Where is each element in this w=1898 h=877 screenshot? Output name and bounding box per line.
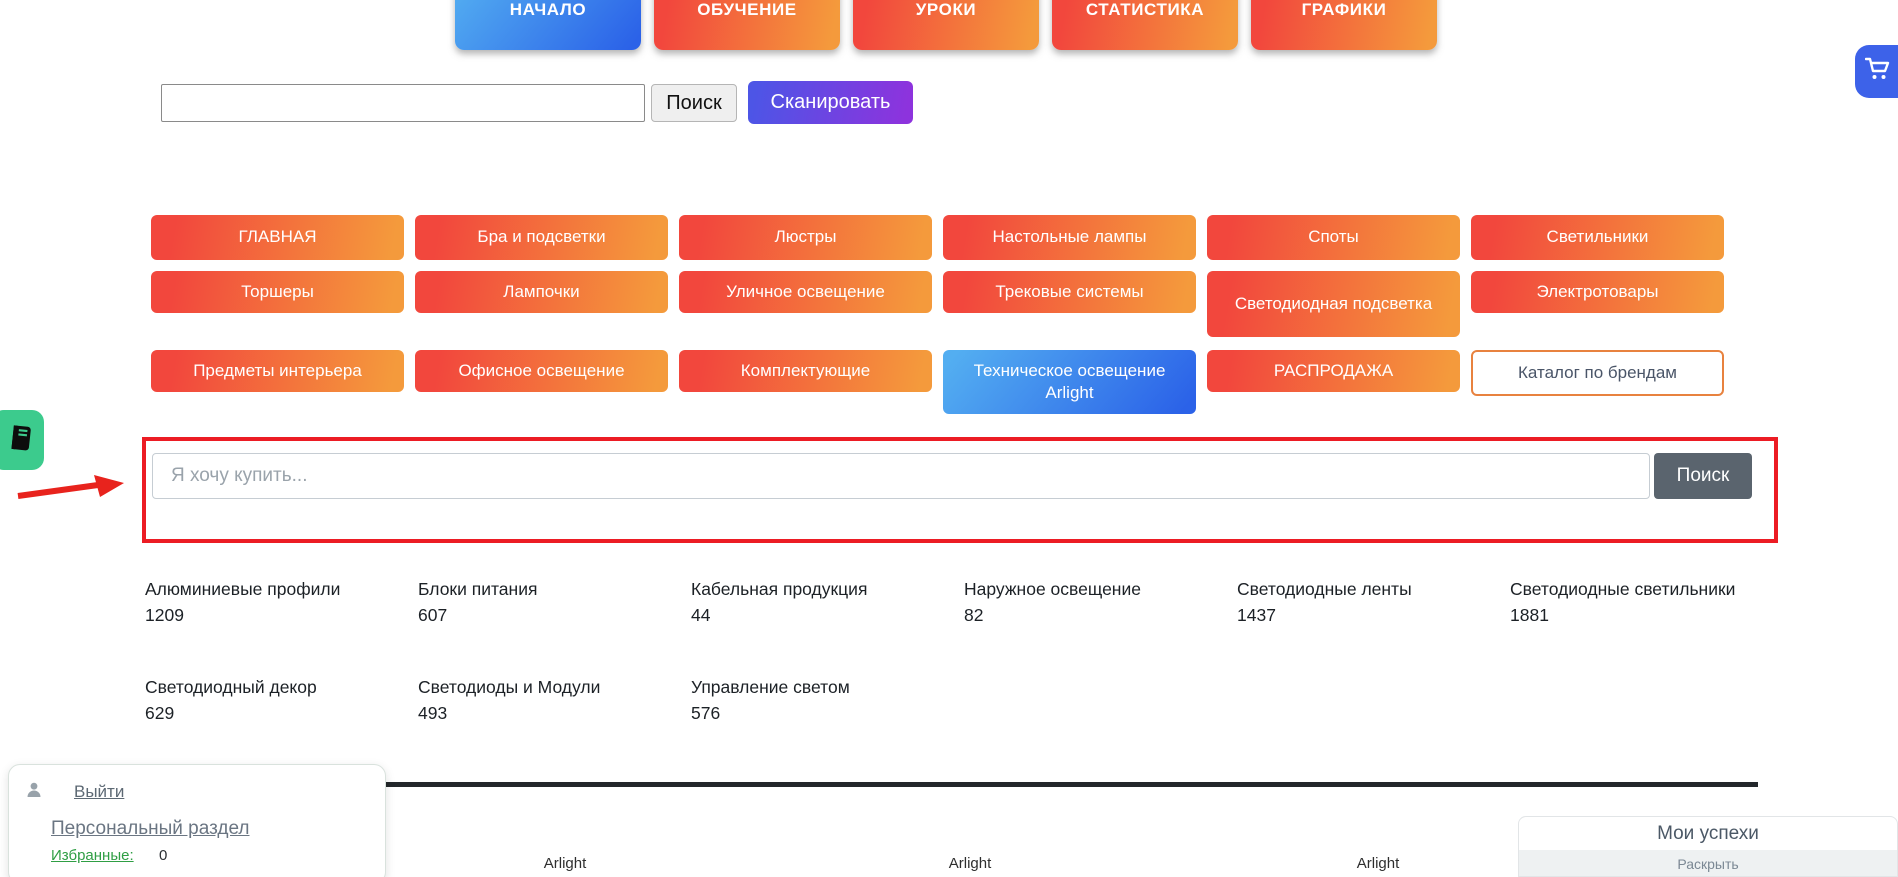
- shop-search-input[interactable]: [152, 453, 1650, 499]
- category-button-nastolnye-lampy[interactable]: Настольные лампы: [943, 215, 1196, 260]
- category-button-ofisnoe-osveshchenie[interactable]: Офисное освещение: [415, 350, 668, 392]
- catalog-category-count: 576: [691, 703, 721, 723]
- catalog-category-count: 1437: [1237, 605, 1276, 625]
- catalog-category-list: Алюминиевые профили 1209 Блоки питания 6…: [145, 576, 1765, 726]
- catalog-category-name[interactable]: Светодиодные светильники: [1510, 579, 1736, 599]
- footer-brand-label: Arlight: [543, 855, 587, 872]
- cart-widget-button[interactable]: [1855, 45, 1898, 98]
- category-button-svetodiodnaya-podsvetka[interactable]: Светодиодная подсветка: [1207, 271, 1460, 337]
- catalog-category-name[interactable]: Кабельная продукция: [691, 579, 868, 599]
- achievements-expand-button[interactable]: Раскрыть: [1519, 850, 1897, 876]
- nav-label: УРОКИ: [915, 0, 977, 19]
- catalog-category[interactable]: Кабельная продукция 44: [691, 576, 931, 628]
- user-icon: [25, 781, 43, 799]
- catalog-category-name[interactable]: Светодиодные ленты: [1237, 579, 1412, 599]
- catalog-category[interactable]: Светодиодный декор 629: [145, 674, 385, 726]
- category-button-elektrotovary[interactable]: Электротовары: [1471, 271, 1724, 313]
- nav-label: ОБУЧЕНИЕ: [697, 0, 797, 19]
- catalog-category[interactable]: Управление светом 576: [691, 674, 931, 726]
- category-button-ulichnoe-osveshchenie[interactable]: Уличное освещение: [679, 271, 932, 313]
- category-button-tekhnicheskoe-osveshchenie-arlight[interactable]: Техническое освещение Arlight: [943, 350, 1196, 414]
- logout-link[interactable]: Выйти: [74, 782, 125, 801]
- catalog-category-count: 629: [145, 703, 175, 723]
- catalog-category[interactable]: Наружное освещение 82: [964, 576, 1204, 628]
- achievements-title: Мои успехи: [1657, 822, 1759, 844]
- nav-label: НАЧАЛО: [509, 0, 587, 19]
- category-button-predmety-interera[interactable]: Предметы интерьера: [151, 350, 404, 392]
- site-search-input[interactable]: [161, 84, 645, 122]
- category-button-bra-i-podsvetki[interactable]: Бра и подсветки: [415, 215, 668, 260]
- catalog-category-name[interactable]: Светодиодный декор: [145, 677, 317, 697]
- favorites-count: 0: [159, 847, 168, 864]
- category-button-torshery[interactable]: Торшеры: [151, 271, 404, 313]
- category-row-2: Торшеры Лампочки Уличное освещение Треко…: [151, 271, 1724, 337]
- nav-button-statistika[interactable]: СТАТИСТИКА: [1052, 0, 1238, 50]
- category-button-komplektuyushchie[interactable]: Комплектующие: [679, 350, 932, 392]
- catalog-category[interactable]: Светодиоды и Модули 493: [418, 674, 658, 726]
- catalog-category-name[interactable]: Блоки питания: [418, 579, 538, 599]
- achievements-panel: Мои успехи Раскрыть: [1518, 816, 1898, 877]
- book-icon: [6, 422, 35, 458]
- shop-search-button[interactable]: Поиск: [1654, 453, 1752, 499]
- site-search-button[interactable]: Поиск: [651, 84, 737, 122]
- catalog-category-name[interactable]: Наружное освещение: [964, 579, 1141, 599]
- nav-button-grafiki[interactable]: ГРАФИКИ: [1251, 0, 1437, 50]
- category-button-rasprodazha[interactable]: РАСПРОДАЖА: [1207, 350, 1460, 392]
- catalog-category-count: 44: [691, 605, 711, 625]
- catalog-category-count: 493: [418, 703, 448, 723]
- category-button-trekovye-sistemy[interactable]: Трековые системы: [943, 271, 1196, 313]
- catalog-category-count: 1881: [1510, 605, 1549, 625]
- scan-button[interactable]: Сканировать: [748, 81, 913, 124]
- catalog-category[interactable]: Светодиодные светильники 1881: [1510, 576, 1750, 628]
- user-menu-popup: Выйти Персональный раздел Избранные: 0: [8, 764, 386, 877]
- catalog-category[interactable]: Светодиодные ленты 1437: [1237, 576, 1477, 628]
- nav-button-uroki[interactable]: УРОКИ: [853, 0, 1039, 50]
- category-button-katalog-po-brendam[interactable]: Каталог по брендам: [1471, 350, 1724, 396]
- highlighted-search-panel: Поиск: [142, 437, 1778, 543]
- catalog-category-name[interactable]: Светодиоды и Модули: [418, 677, 601, 697]
- catalog-category-count: 1209: [145, 605, 184, 625]
- personal-section-link[interactable]: Персональный раздел: [51, 818, 250, 839]
- nav-button-nachalo[interactable]: НАЧАЛО: [455, 0, 641, 50]
- catalog-category-name[interactable]: Алюминиевые профили: [145, 579, 341, 599]
- nav-label: ГРАФИКИ: [1301, 0, 1387, 19]
- catalog-category-count: 82: [964, 605, 984, 625]
- nav-button-obuchenie[interactable]: ОБУЧЕНИЕ: [654, 0, 840, 50]
- category-row-3: Предметы интерьера Офисное освещение Ком…: [151, 350, 1724, 414]
- cart-icon: [1864, 57, 1891, 86]
- category-button-svetilniki[interactable]: Светильники: [1471, 215, 1724, 260]
- footer-divider: [142, 782, 1758, 787]
- catalog-category-name[interactable]: Управление светом: [691, 677, 850, 697]
- footer-brand-label: Arlight: [948, 855, 992, 872]
- category-button-lampochki[interactable]: Лампочки: [415, 271, 668, 313]
- footer-brand-label: Arlight: [1356, 855, 1400, 872]
- favorites-link[interactable]: Избранные:: [51, 847, 134, 864]
- catalog-category-count: 607: [418, 605, 448, 625]
- red-arrow-icon: [17, 475, 124, 499]
- catalog-category[interactable]: Блоки питания 607: [418, 576, 658, 628]
- book-widget-button[interactable]: [0, 410, 44, 470]
- nav-label: СТАТИСТИКА: [1085, 0, 1205, 19]
- category-button-spoty[interactable]: Споты: [1207, 215, 1460, 260]
- catalog-category[interactable]: Алюминиевые профили 1209: [145, 576, 385, 628]
- category-button-glavnaya[interactable]: ГЛАВНАЯ: [151, 215, 404, 260]
- category-row-1: ГЛАВНАЯ Бра и подсветки Люстры Настольны…: [151, 215, 1724, 260]
- category-button-lyustry[interactable]: Люстры: [679, 215, 932, 260]
